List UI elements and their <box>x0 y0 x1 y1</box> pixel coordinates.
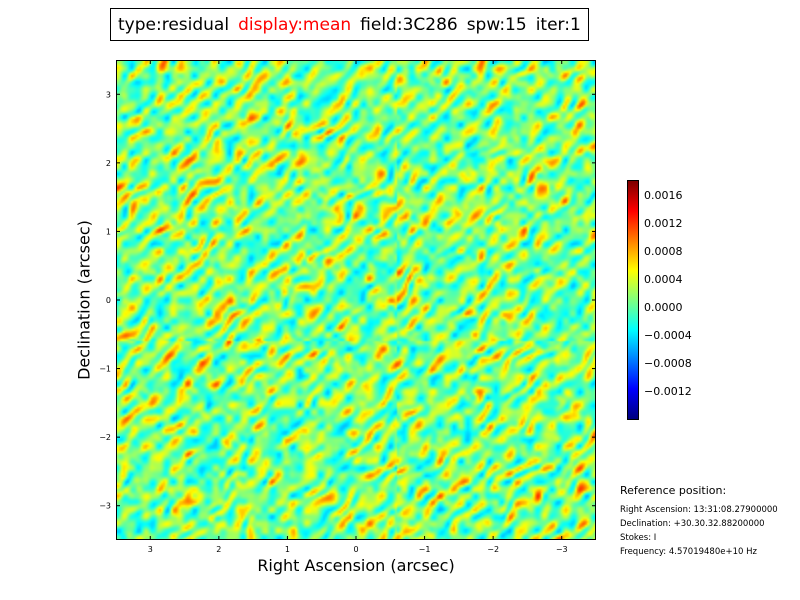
title-type: type:residual <box>118 14 230 35</box>
figure-title-box: type:residual display:mean field:3C286 s… <box>110 8 589 41</box>
colorbar-gradient <box>628 181 638 419</box>
y-tick-label: 0 <box>106 296 111 305</box>
y-tick-label: −1 <box>99 365 111 374</box>
title-display: display:mean <box>238 14 352 35</box>
residual-heatmap <box>117 61 595 539</box>
reference-position-info: Reference position: Right Ascension: 13:… <box>620 484 798 559</box>
x-tick-label: 1 <box>285 545 290 554</box>
x-tick-label: −3 <box>556 545 568 554</box>
y-axis-label: Declination (arcsec) <box>74 220 94 380</box>
y-tick-label: 3 <box>106 90 111 99</box>
x-tick-label: 0 <box>353 545 358 554</box>
colorbar-tick-label: −0.0008 <box>644 357 692 370</box>
title-iter: iter:1 <box>535 14 581 35</box>
colorbar-tick-label: 0.0008 <box>644 245 683 258</box>
reference-stokes: Stokes: I <box>620 533 657 543</box>
title-spw: spw:15 <box>466 14 527 35</box>
x-tick-label: 2 <box>216 545 221 554</box>
x-tick-label: −2 <box>487 545 499 554</box>
colorbar <box>627 180 639 420</box>
x-tick-label: −1 <box>419 545 431 554</box>
reference-heading: Reference position: <box>620 484 727 497</box>
reference-dec: Declination: +30.30.32.88200000 <box>620 519 765 529</box>
colorbar-tick-label: 0.0000 <box>644 301 683 314</box>
colorbar-tick-label: 0.0012 <box>644 217 683 230</box>
colorbar-tick-label: 0.0016 <box>644 189 683 202</box>
y-tick-label: −3 <box>99 502 111 511</box>
y-tick-label: −2 <box>99 433 111 442</box>
x-axis-label: Right Ascension (arcsec) <box>257 556 455 575</box>
colorbar-tick-label: −0.0004 <box>644 329 692 342</box>
reference-frequency: Frequency: 4.57019480e+10 Hz <box>620 547 757 557</box>
reference-ra: Right Ascension: 13:31:08.27900000 <box>620 505 778 515</box>
y-tick-label: 2 <box>106 159 111 168</box>
colorbar-tick-label: 0.0004 <box>644 273 683 286</box>
y-tick-label: 1 <box>106 227 111 236</box>
x-tick-label: 3 <box>148 545 153 554</box>
colorbar-tick-label: −0.0012 <box>644 385 692 398</box>
title-field: field:3C286 <box>360 14 458 35</box>
